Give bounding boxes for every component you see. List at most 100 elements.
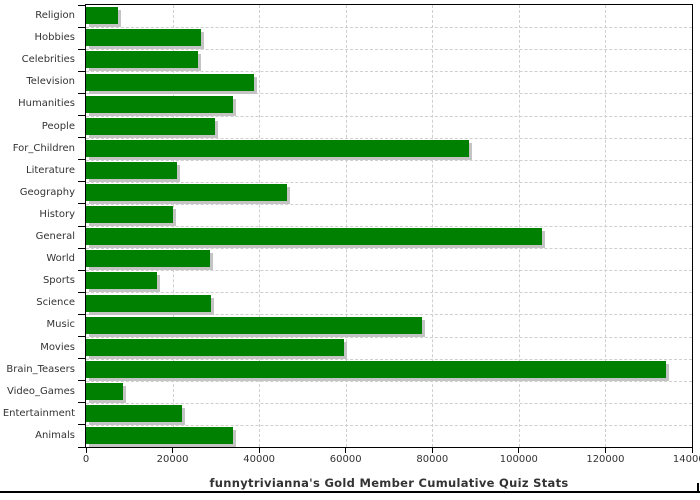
y-axis-label-movies: Movies (40, 341, 75, 353)
bar-humanities (86, 95, 233, 113)
gridline-horizontal (86, 159, 692, 161)
y-axis-tick (78, 137, 85, 138)
bar-hobbies (86, 29, 201, 47)
gridline-horizontal (86, 203, 692, 205)
y-axis-tick (78, 159, 85, 160)
y-axis-label-religion: Religion (35, 10, 75, 22)
y-axis-label-humanities: Humanities (18, 98, 75, 110)
plot-area (85, 4, 693, 448)
y-axis-label-geography: Geography (19, 186, 75, 198)
x-axis-tick (85, 448, 87, 453)
gridline-horizontal (86, 71, 692, 73)
gridline-horizontal (86, 270, 692, 272)
y-axis-tick (78, 27, 85, 28)
x-axis-tick (518, 448, 520, 453)
x-axis-tick (258, 448, 260, 453)
y-axis-label-hobbies: Hobbies (34, 32, 75, 44)
gridline-horizontal (86, 292, 692, 294)
x-axis-tick-label: 140000 (672, 454, 700, 465)
gridline-horizontal (86, 358, 692, 360)
gridline-horizontal (86, 226, 692, 227)
bar-general (86, 228, 543, 246)
y-axis-tick (78, 71, 85, 72)
bar-entertainment (86, 405, 182, 422)
y-axis-label-sports: Sports (42, 275, 75, 287)
y-axis-tick (78, 181, 85, 182)
y-axis-tick (78, 358, 85, 359)
y-axis-tick (78, 447, 85, 448)
gridline-horizontal (86, 27, 692, 29)
x-axis-tick (431, 448, 433, 453)
x-axis-tick-label: 80000 (416, 454, 449, 465)
y-axis-tick (78, 248, 85, 249)
bar-television (86, 73, 254, 91)
y-axis-tick (78, 270, 85, 271)
y-axis-tick (78, 203, 85, 204)
gridline-horizontal (86, 336, 692, 338)
gridline-horizontal (86, 248, 692, 250)
x-axis-tick-label: 60000 (329, 454, 362, 465)
bar-animals (86, 427, 234, 445)
y-axis-label-brain-teasers: Brain_Teasers (6, 363, 75, 375)
x-axis-tick (345, 448, 347, 453)
y-axis-label-general: General (35, 231, 75, 243)
y-axis-label-for-children: For_Children (12, 142, 75, 154)
page-bottom-border-corner (697, 483, 699, 493)
bar-music (86, 316, 422, 334)
x-axis-tick-label: 100000 (499, 454, 538, 465)
bar-movies (86, 338, 344, 356)
bar-sports (86, 272, 157, 290)
x-axis-tick (172, 448, 174, 453)
y-axis-tick (78, 115, 85, 116)
chart-title: funnytrivianna's Gold Member Cumulative … (209, 476, 569, 490)
gridline-horizontal (86, 402, 692, 404)
bar-science (86, 294, 211, 312)
bar-celebrities (86, 51, 198, 69)
y-axis-tick (78, 424, 85, 425)
gridline-horizontal (86, 314, 692, 316)
bar-literature (86, 161, 177, 179)
gridline-horizontal (86, 49, 692, 51)
y-axis-label-science: Science (36, 297, 75, 309)
gridline-horizontal (86, 137, 692, 139)
y-axis-label-entertainment: Entertainment (2, 407, 75, 419)
y-axis-label-video-games: Video_Games (7, 385, 75, 397)
bar-history (86, 206, 173, 224)
gridline-horizontal (86, 424, 692, 426)
y-axis-tick (78, 93, 85, 94)
bar-brain-teasers (86, 360, 667, 378)
y-axis-tick (78, 402, 85, 403)
gridline-horizontal (86, 380, 692, 382)
x-axis-tick (604, 448, 606, 453)
y-axis-tick (78, 226, 85, 227)
y-axis-label-celebrities: Celebrities (21, 54, 75, 66)
y-axis-label-television: Television (26, 76, 75, 88)
bar-geography (86, 184, 287, 201)
x-axis-tick (691, 448, 693, 453)
bar-video-games (86, 382, 123, 400)
y-axis-tick (78, 380, 85, 381)
y-axis-label-history: History (39, 208, 75, 220)
gridline-horizontal (86, 93, 692, 95)
y-axis-tick (78, 5, 85, 6)
y-axis-tick (78, 49, 85, 50)
x-axis-tick-label: 0 (82, 454, 90, 465)
y-axis-label-music: Music (46, 319, 75, 331)
x-axis-tick-label: 40000 (243, 454, 276, 465)
bar-people (86, 117, 215, 135)
x-axis-tick-label: 20000 (156, 454, 189, 465)
gridline-horizontal (86, 181, 692, 183)
x-axis-tick-label: 120000 (586, 454, 625, 465)
bar-religion (86, 7, 119, 25)
gridline-horizontal (86, 115, 692, 117)
y-axis-tick (78, 292, 85, 293)
bar-world (86, 250, 210, 268)
y-axis-tick (78, 336, 85, 337)
y-axis-label-literature: Literature (26, 164, 75, 176)
y-axis-label-people: People (41, 120, 75, 132)
page-bottom-border (0, 491, 700, 493)
y-axis-label-world: World (46, 253, 75, 265)
y-axis-tick (78, 314, 85, 315)
y-axis-label-animals: Animals (35, 429, 75, 441)
